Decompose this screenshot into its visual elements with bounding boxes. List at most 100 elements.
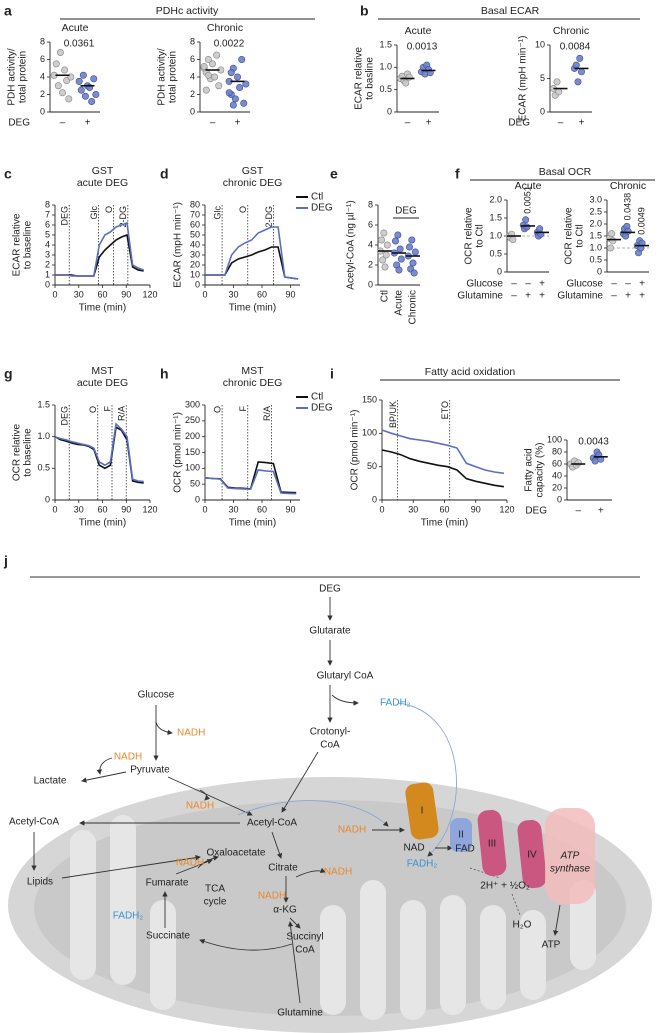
data-point	[204, 71, 212, 79]
data-point	[574, 459, 582, 467]
y-axis-label: OCR (pmol min⁻¹)	[350, 410, 361, 491]
x-row-label: Glutamine	[457, 291, 503, 302]
y-tick-label: 0	[497, 266, 502, 276]
x-tick-label: 0	[202, 289, 207, 299]
y-tick-label: 7	[45, 209, 50, 219]
y-tick-label: 0	[195, 279, 200, 289]
x-tick-label: 0	[52, 289, 57, 299]
data-point	[90, 75, 98, 83]
y-tick-label: 10	[535, 39, 545, 49]
y-tick-label: 0	[372, 494, 377, 504]
x-tick-label: 90	[285, 289, 295, 299]
y-tick-label: 250	[185, 415, 200, 425]
panel-label: h	[160, 366, 169, 382]
x-tick-label: 90	[121, 504, 131, 514]
y-axis-label: PDH activity/	[7, 48, 18, 105]
data-point	[61, 66, 69, 74]
x-tick-label: 90	[121, 289, 131, 299]
y-tick-label: 0.5	[379, 84, 392, 94]
data-point	[402, 79, 410, 87]
x-tick-label: 90	[471, 504, 481, 514]
y-tick-label: 5	[45, 229, 50, 239]
chart-title: GST	[92, 165, 114, 177]
data-point	[88, 98, 96, 106]
x-tick-label: –	[575, 506, 581, 517]
y-axis-label: to Ctl	[575, 224, 586, 247]
data-point	[202, 86, 210, 94]
x-tick-label: 120	[142, 289, 157, 299]
event-label: Glc	[212, 206, 222, 220]
y-axis-label: to baseline	[23, 220, 34, 269]
data-point	[408, 236, 416, 244]
y-tick-label: 1.5	[37, 399, 50, 409]
diagram-label: synthase	[550, 864, 590, 875]
data-point	[236, 84, 244, 92]
diagram-label: NAD	[403, 843, 424, 854]
data-point	[234, 73, 242, 81]
data-point	[92, 91, 100, 99]
y-tick-label: 2.0	[489, 194, 502, 204]
diagram-label: ATP	[542, 940, 561, 951]
x-row-label: DEG	[525, 506, 547, 517]
x-tick-label: +	[598, 506, 604, 517]
y-tick-label: 0	[45, 279, 50, 289]
chart-title: Chronic	[610, 180, 646, 192]
x-axis-label: Time (min)	[229, 303, 276, 314]
y-tick-label: 6	[40, 54, 45, 64]
y-tick-label: 150	[362, 394, 377, 404]
y-tick-label: 300	[185, 399, 200, 409]
diagram-label: NADH	[258, 891, 286, 902]
event-label: DEG	[60, 206, 70, 226]
diagram-label: ATP	[560, 851, 580, 862]
y-tick-label: 80	[190, 199, 200, 209]
diagram-label: NADH	[338, 825, 366, 836]
data-line	[55, 221, 144, 277]
y-tick-label: 1.5	[489, 212, 502, 222]
group-title: Basal OCR	[539, 166, 592, 178]
y-tick-label: 2	[368, 259, 373, 269]
y-axis-label: to baseline	[23, 428, 34, 477]
data-point	[394, 231, 402, 239]
y-tick-label: 0	[387, 106, 392, 116]
p-value: 0.0051	[522, 186, 532, 214]
data-point	[58, 89, 66, 97]
group-title: Basal ECAR	[481, 5, 540, 17]
p-value: 0.0013	[407, 42, 438, 53]
chart-title: Acute	[405, 25, 432, 37]
y-tick-label: 4	[190, 71, 195, 81]
y-tick-label: 8	[45, 199, 50, 209]
group-title: PDHc activity	[156, 5, 219, 17]
data-point	[56, 48, 64, 56]
data-point	[395, 266, 403, 274]
panel-label: a	[4, 3, 12, 19]
y-tick-label: 1.0	[379, 62, 392, 72]
y-tick-label: 4	[40, 71, 45, 81]
legend-label: Ctl	[311, 392, 323, 403]
data-point	[609, 237, 617, 245]
data-point	[572, 61, 580, 69]
data-point	[411, 248, 419, 256]
data-point	[215, 82, 223, 90]
data-point	[79, 71, 87, 79]
y-tick-label: 0.5	[589, 254, 602, 264]
data-point	[391, 237, 399, 245]
data-point	[397, 255, 405, 263]
y-tick-label: 50	[190, 479, 200, 489]
data-point	[608, 230, 616, 238]
data-point	[75, 77, 83, 85]
x-tick-label: +	[426, 118, 432, 129]
y-tick-label: 100	[185, 463, 200, 473]
data-point	[606, 244, 614, 252]
event-label: BP/UK	[388, 401, 398, 428]
chart-title: Acute	[62, 22, 89, 34]
legend-label: DEG	[311, 203, 333, 214]
diagram-label: Glutamine	[277, 1008, 323, 1019]
x-axis-label: Time (min)	[79, 303, 126, 314]
y-tick-label: 0	[40, 106, 45, 116]
x-tick-label: 30	[228, 289, 238, 299]
data-line	[54, 425, 144, 484]
diagram-label: 2H⁺ + ½O₂	[480, 881, 530, 892]
y-tick-label: 8	[368, 199, 373, 209]
x-tick-label: Acute	[394, 290, 405, 316]
